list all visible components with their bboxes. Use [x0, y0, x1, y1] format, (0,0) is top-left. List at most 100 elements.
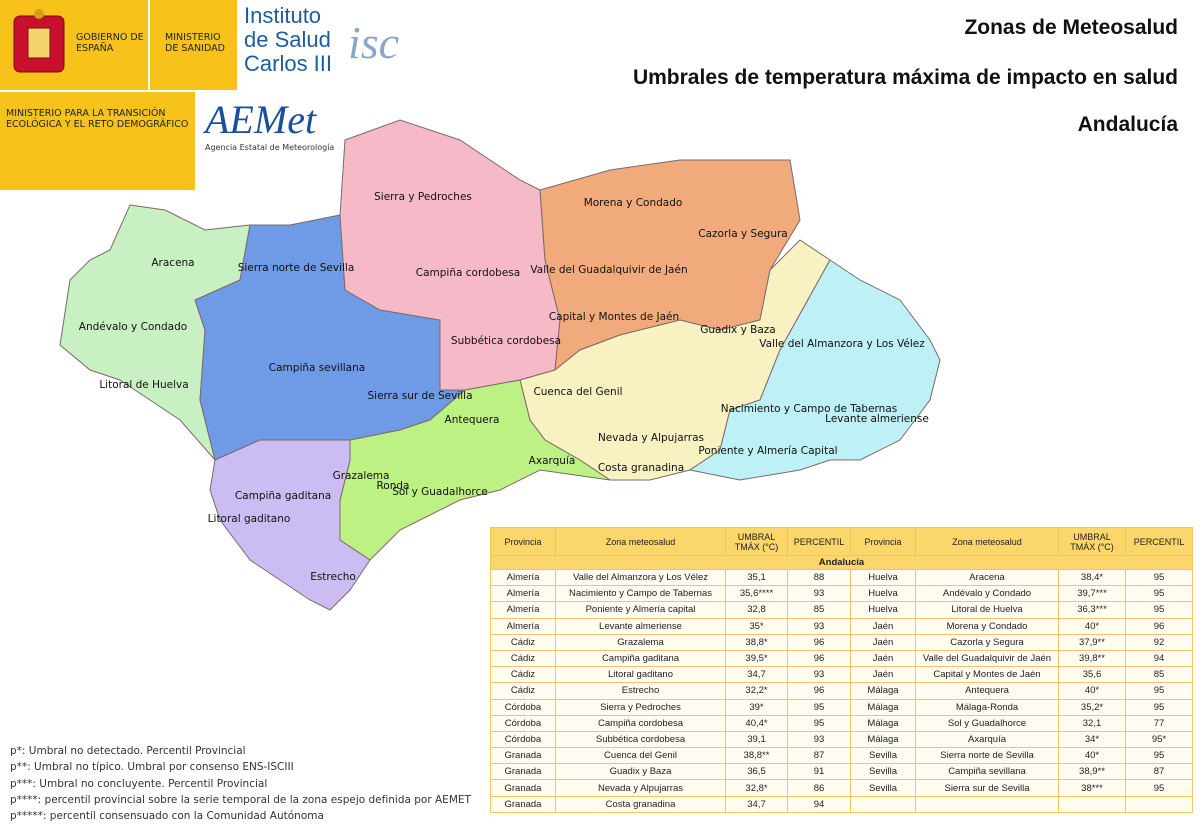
table-cell: Estrecho — [555, 682, 726, 700]
footnotes: p*: Umbral no detectado. Percentil Provi… — [10, 743, 471, 824]
table-cell: Jaén — [850, 633, 916, 651]
table-cell: 32,1 — [1058, 714, 1126, 732]
table-cell: 35,6**** — [725, 585, 788, 603]
zone-label: Costa granadina — [598, 462, 684, 474]
table-cell: 95* — [1125, 730, 1193, 749]
column-header: Zona meteosalud — [915, 527, 1059, 556]
logo-text: MINISTERIO PARA LA TRANSICIÓN ECOLÓGICA … — [6, 108, 189, 130]
column-header: UMBRAL TMÁX (°C) — [1058, 527, 1126, 556]
table-cell: Andévalo y Condado — [915, 585, 1059, 603]
table-cell: 39,5* — [725, 649, 788, 668]
table-cell: Sierra y Pedroches — [555, 698, 726, 716]
table-cell: 35,2* — [1058, 698, 1126, 716]
table-cell: 39,7*** — [1058, 585, 1126, 603]
table-cell: 94 — [1125, 649, 1193, 668]
zone-label: Sol y Guadalhorce — [392, 486, 488, 498]
logo-aemet: AEMet — [205, 97, 317, 142]
table-row: Almería Valle del Almanzora y Los Vélez 35… — [490, 568, 1193, 587]
table-cell: 38*** — [1058, 779, 1126, 797]
table-cell: 93 — [787, 617, 851, 635]
table-cell: Málaga — [850, 730, 916, 749]
table-cell: 93 — [787, 585, 851, 603]
table-cell: Sevilla — [850, 747, 916, 765]
table-cell: 32,8* — [725, 779, 788, 797]
zone-label: Campiña sevillana — [269, 362, 365, 374]
table-cell: 95 — [1125, 585, 1193, 603]
table-cell: Granada — [490, 779, 556, 797]
table-cell: Poniente y Almería capital — [555, 601, 726, 619]
table-cell: 95 — [1125, 568, 1193, 587]
table-cell: 39* — [725, 698, 788, 716]
table-cell: Nevada y Alpujarras — [555, 779, 726, 797]
table-cell: Almería — [490, 585, 556, 603]
section-label: Andalucía — [490, 555, 1193, 570]
table-cell: Cádiz — [490, 682, 556, 700]
table-cell: Campiña gaditana — [555, 649, 726, 668]
logo-block — [0, 92, 195, 190]
table-cell: Málaga — [850, 698, 916, 716]
table-cell: 95 — [1125, 698, 1193, 716]
table-cell: 39,8** — [1058, 649, 1126, 668]
zone-label: Aracena — [151, 257, 194, 269]
table-cell: 93 — [787, 730, 851, 749]
table-cell: Antequera — [915, 682, 1059, 700]
table-cell: 95 — [1125, 779, 1193, 797]
table-cell: 96 — [787, 682, 851, 700]
table-cell: Guadix y Baza — [555, 763, 726, 781]
shield — [13, 9, 65, 73]
table-cell: 32,2* — [725, 682, 788, 700]
table-cell — [1058, 795, 1126, 813]
threshold-table: Provincia Zona meteosalud UMBRAL TMÁX (°C)… — [490, 527, 1193, 813]
province-shape — [688, 259, 941, 481]
table-row: Cádiz Campiña gaditana 39,5* 96 Jaén Valle de… — [490, 649, 1193, 668]
footnote: p*: Umbral no detectado. Percentil Provi… — [10, 745, 246, 757]
table-cell: 35* — [725, 617, 788, 635]
table-cell: Sierra sur de Sevilla — [915, 779, 1059, 797]
table-cell: Levante almeriense — [555, 617, 726, 635]
table-cell: 32,8 — [725, 601, 788, 619]
zone-label: Valle del Almanzora y Los Vélez — [759, 338, 925, 350]
table-cell: Jaén — [850, 617, 916, 635]
table-cell: Litoral gaditano — [555, 666, 726, 684]
table-cell: 91 — [787, 763, 851, 781]
table-cell: 85 — [787, 601, 851, 619]
table-cell: Huelva — [850, 585, 916, 603]
table-cell: Cádiz — [490, 666, 556, 684]
table-cell: 35,1 — [725, 568, 788, 587]
table-cell: 40* — [1058, 682, 1126, 700]
table-cell: Morena y Condado — [915, 617, 1059, 635]
zone-label: Litoral de Huelva — [99, 379, 188, 391]
logo-block — [150, 0, 237, 90]
column-header: UMBRAL TMÁX (°C) — [725, 527, 788, 556]
subtitle: Umbrales de temperatura máxima de impact… — [632, 66, 1178, 89]
table-cell: 38,4* — [1058, 568, 1126, 587]
table-cell: Sierra norte de Sevilla — [915, 747, 1059, 765]
table-cell: Axarquía — [915, 730, 1059, 749]
table-row: Almería Levante almeriense 35* 93 Jaén Morena… — [490, 617, 1193, 635]
zone-label: Andévalo y Condado — [79, 321, 187, 333]
table-cell: Costa granadina — [555, 795, 726, 813]
zone-label: Campiña cordobesa — [416, 267, 520, 279]
table-cell — [1125, 795, 1193, 813]
zone-label: Sierra sur de Sevilla — [367, 390, 472, 402]
table-cell: 92 — [1125, 633, 1193, 651]
table-cell: 37,9** — [1058, 633, 1126, 651]
table-cell: Jaén — [850, 649, 916, 668]
table-cell: Campiña sevillana — [915, 763, 1059, 781]
logo-instituto: Instituto de Salud Carlos III — [244, 3, 333, 76]
zone-label: Estrecho — [310, 571, 356, 583]
table-cell: Campiña cordobesa — [555, 714, 726, 732]
logo-isc: isc — [348, 17, 400, 68]
table-cell: Jaén — [850, 666, 916, 684]
table-cell: Almería — [490, 568, 556, 587]
table-row: Granada Guadix y Baza 36,5 91 Sevilla Campiña… — [490, 763, 1193, 781]
table-cell: Huelva — [850, 568, 916, 587]
column-header: Zona meteosalud — [555, 527, 726, 556]
footnote: p*****: percentil consensuado con la Com… — [10, 810, 324, 823]
zone-label: Ronda — [376, 480, 409, 492]
table-cell: 38,9** — [1058, 763, 1126, 781]
table-cell: 36,3*** — [1058, 601, 1126, 619]
table-cell: 96 — [787, 633, 851, 651]
table-cell: Granada — [490, 763, 556, 781]
